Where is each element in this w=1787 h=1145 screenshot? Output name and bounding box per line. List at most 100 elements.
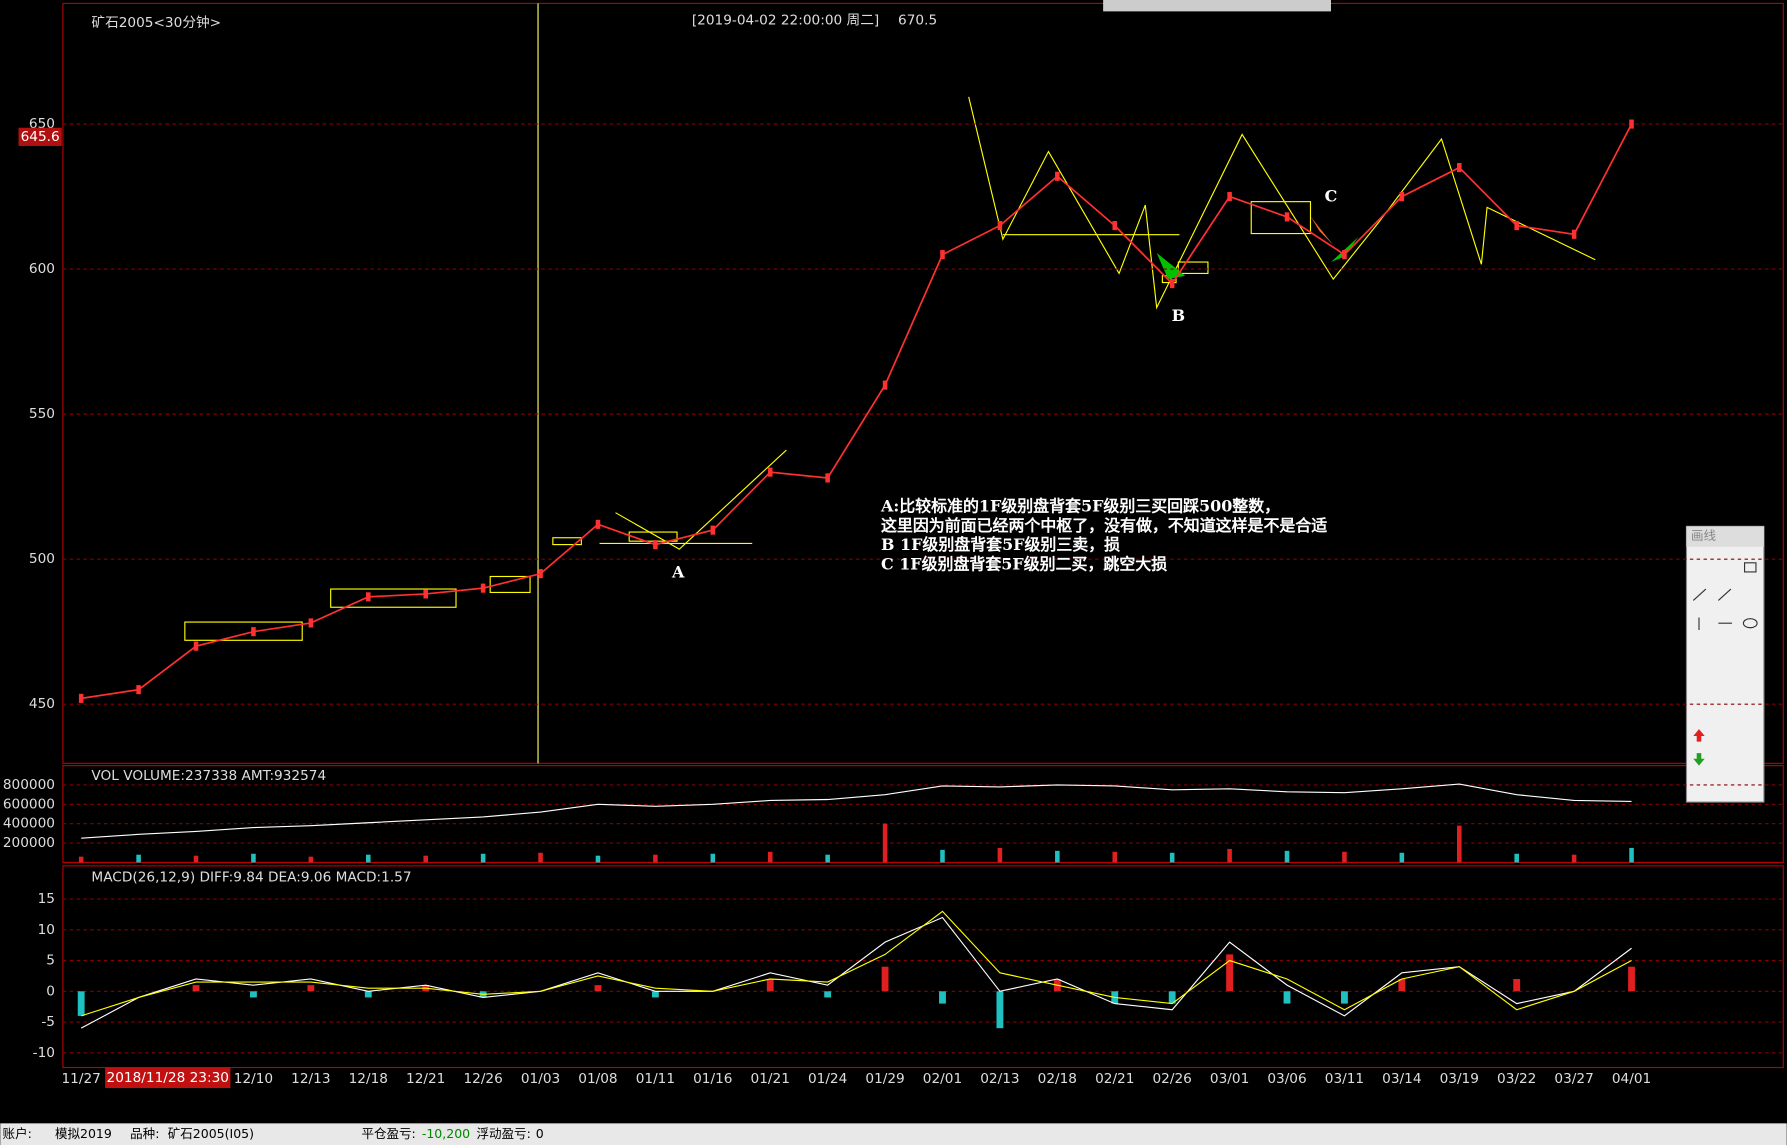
price-candle	[1284, 212, 1290, 222]
volume-bar	[1227, 848, 1232, 863]
toolbox-title: 画线	[1691, 528, 1717, 543]
price-candle	[538, 569, 543, 579]
macd-bar	[1398, 978, 1406, 992]
price-line	[81, 123, 1633, 700]
price: 670.5	[898, 13, 937, 29]
x-tick-label: 02/21	[1095, 1071, 1134, 1087]
price-candle	[136, 685, 141, 695]
volume-bar	[251, 853, 256, 863]
panel-title: MACD(26,12,9) DIFF:9.84 DEA:9.06 MACD:1.…	[91, 869, 411, 885]
volume-bar	[825, 854, 830, 863]
chart-title: 矿石2005<30分钟>	[91, 14, 221, 31]
volume-bar	[1456, 825, 1462, 863]
price-candle	[1456, 163, 1462, 173]
macd-bar	[1226, 954, 1234, 992]
arrow	[1310, 216, 1334, 245]
volume-line	[81, 783, 1632, 839]
x-tick-label: 04/01	[1612, 1071, 1651, 1087]
toolbar[interactable]	[1103, 0, 1331, 12]
x-tick-label: 02/18	[1038, 1071, 1077, 1087]
price-candle	[997, 221, 1003, 231]
price-candle	[825, 473, 830, 483]
macd-bar	[1341, 991, 1348, 1004]
macd-bar	[766, 978, 774, 992]
volume-bar	[136, 854, 141, 863]
price-candle	[308, 618, 314, 628]
status-text: 浮动盈亏:	[477, 1126, 531, 1141]
macd-bar	[996, 991, 1004, 1029]
price-candle	[78, 693, 84, 703]
volume-bar	[653, 854, 658, 863]
datetime: [2019-04-02 22:00:00 周二]	[692, 13, 879, 29]
price-candle	[1169, 279, 1175, 289]
price-candle	[940, 250, 945, 260]
macd-bar	[939, 991, 946, 1004]
status-text: 矿石2005(I05)	[168, 1126, 254, 1141]
x-tick-label: 03/01	[1210, 1071, 1249, 1087]
volume-bar	[997, 847, 1003, 863]
x-tick-label: 03/11	[1325, 1071, 1364, 1087]
cursor-label: 2018/11/28 23:30	[107, 1070, 229, 1086]
volume-panel	[62, 765, 1784, 864]
macd-bar	[881, 966, 889, 992]
price-candle	[1227, 192, 1232, 202]
price-candle	[882, 380, 888, 390]
arrow	[1156, 252, 1186, 280]
volume-bar	[767, 851, 773, 863]
volume-bar	[940, 849, 945, 863]
point-label: A	[671, 563, 685, 582]
y-tick-label: 550	[29, 406, 55, 422]
price-candle	[1629, 119, 1634, 129]
status-text: 平仓盈亏:	[361, 1126, 415, 1141]
price-candle	[1342, 250, 1347, 260]
y-tick-label: 200000	[3, 835, 55, 851]
status-text: 品种:	[130, 1126, 159, 1141]
volume-bar	[366, 854, 371, 863]
macd-panel	[62, 865, 1784, 1069]
annotation: B 1F级别盘背套5F级别三卖，损	[881, 535, 1120, 554]
point-label: B	[1172, 306, 1185, 325]
status-bar: 账户: 模拟2019 品种: 矿石2005(I05) 平仓盈亏: -10,200 浮动盈亏:…	[0, 1123, 1787, 1145]
price-candle	[366, 592, 371, 602]
price-candle	[1055, 171, 1060, 181]
volume-bar	[1399, 852, 1405, 863]
status-text: 0	[536, 1126, 544, 1141]
y-tick-label: -5	[41, 1014, 55, 1030]
macd-bar	[307, 985, 315, 992]
price-panel	[62, 2, 1784, 764]
annotation: 这里因为前面已经两个中枢了，没有做，不知道这样是不是合适	[881, 516, 1327, 535]
x-tick-label: 02/01	[923, 1071, 962, 1087]
dea-line	[81, 910, 1632, 1017]
volume-bar	[882, 823, 888, 863]
volume-bar	[595, 855, 601, 863]
price-candle	[1399, 192, 1405, 202]
y-tick-label: 0	[46, 983, 55, 999]
x-tick-label: 01/03	[521, 1071, 560, 1087]
volume-bar	[1514, 853, 1519, 863]
x-tick-label: 12/21	[406, 1071, 445, 1087]
volume-bar	[1284, 850, 1290, 863]
macd-bar	[250, 991, 257, 998]
point-label: C	[1325, 187, 1338, 206]
price-candle	[251, 627, 256, 637]
volume-bar	[480, 853, 486, 863]
cursor-label-bg	[105, 1067, 231, 1089]
x-tick-label: 03/22	[1497, 1071, 1536, 1087]
y-tick-label: 800000	[3, 777, 55, 793]
drawings	[184, 96, 1596, 641]
macd-bar	[1283, 991, 1291, 1004]
macd-bar	[1168, 991, 1176, 1004]
price-candle	[767, 467, 773, 477]
current-price-bg	[18, 127, 62, 146]
macd-bar	[192, 985, 200, 992]
volume-bar	[1571, 854, 1577, 863]
panel-title: VOL VOLUME:237338 AMT:932574	[91, 768, 326, 784]
x-tick-label: 03/14	[1382, 1071, 1421, 1087]
volume-bar	[1055, 850, 1060, 863]
volume-bar	[78, 856, 84, 863]
volume-bar	[308, 856, 314, 863]
x-tick-label: 01/16	[693, 1071, 732, 1087]
price-candle	[1514, 221, 1519, 231]
volume-bar	[538, 852, 543, 863]
